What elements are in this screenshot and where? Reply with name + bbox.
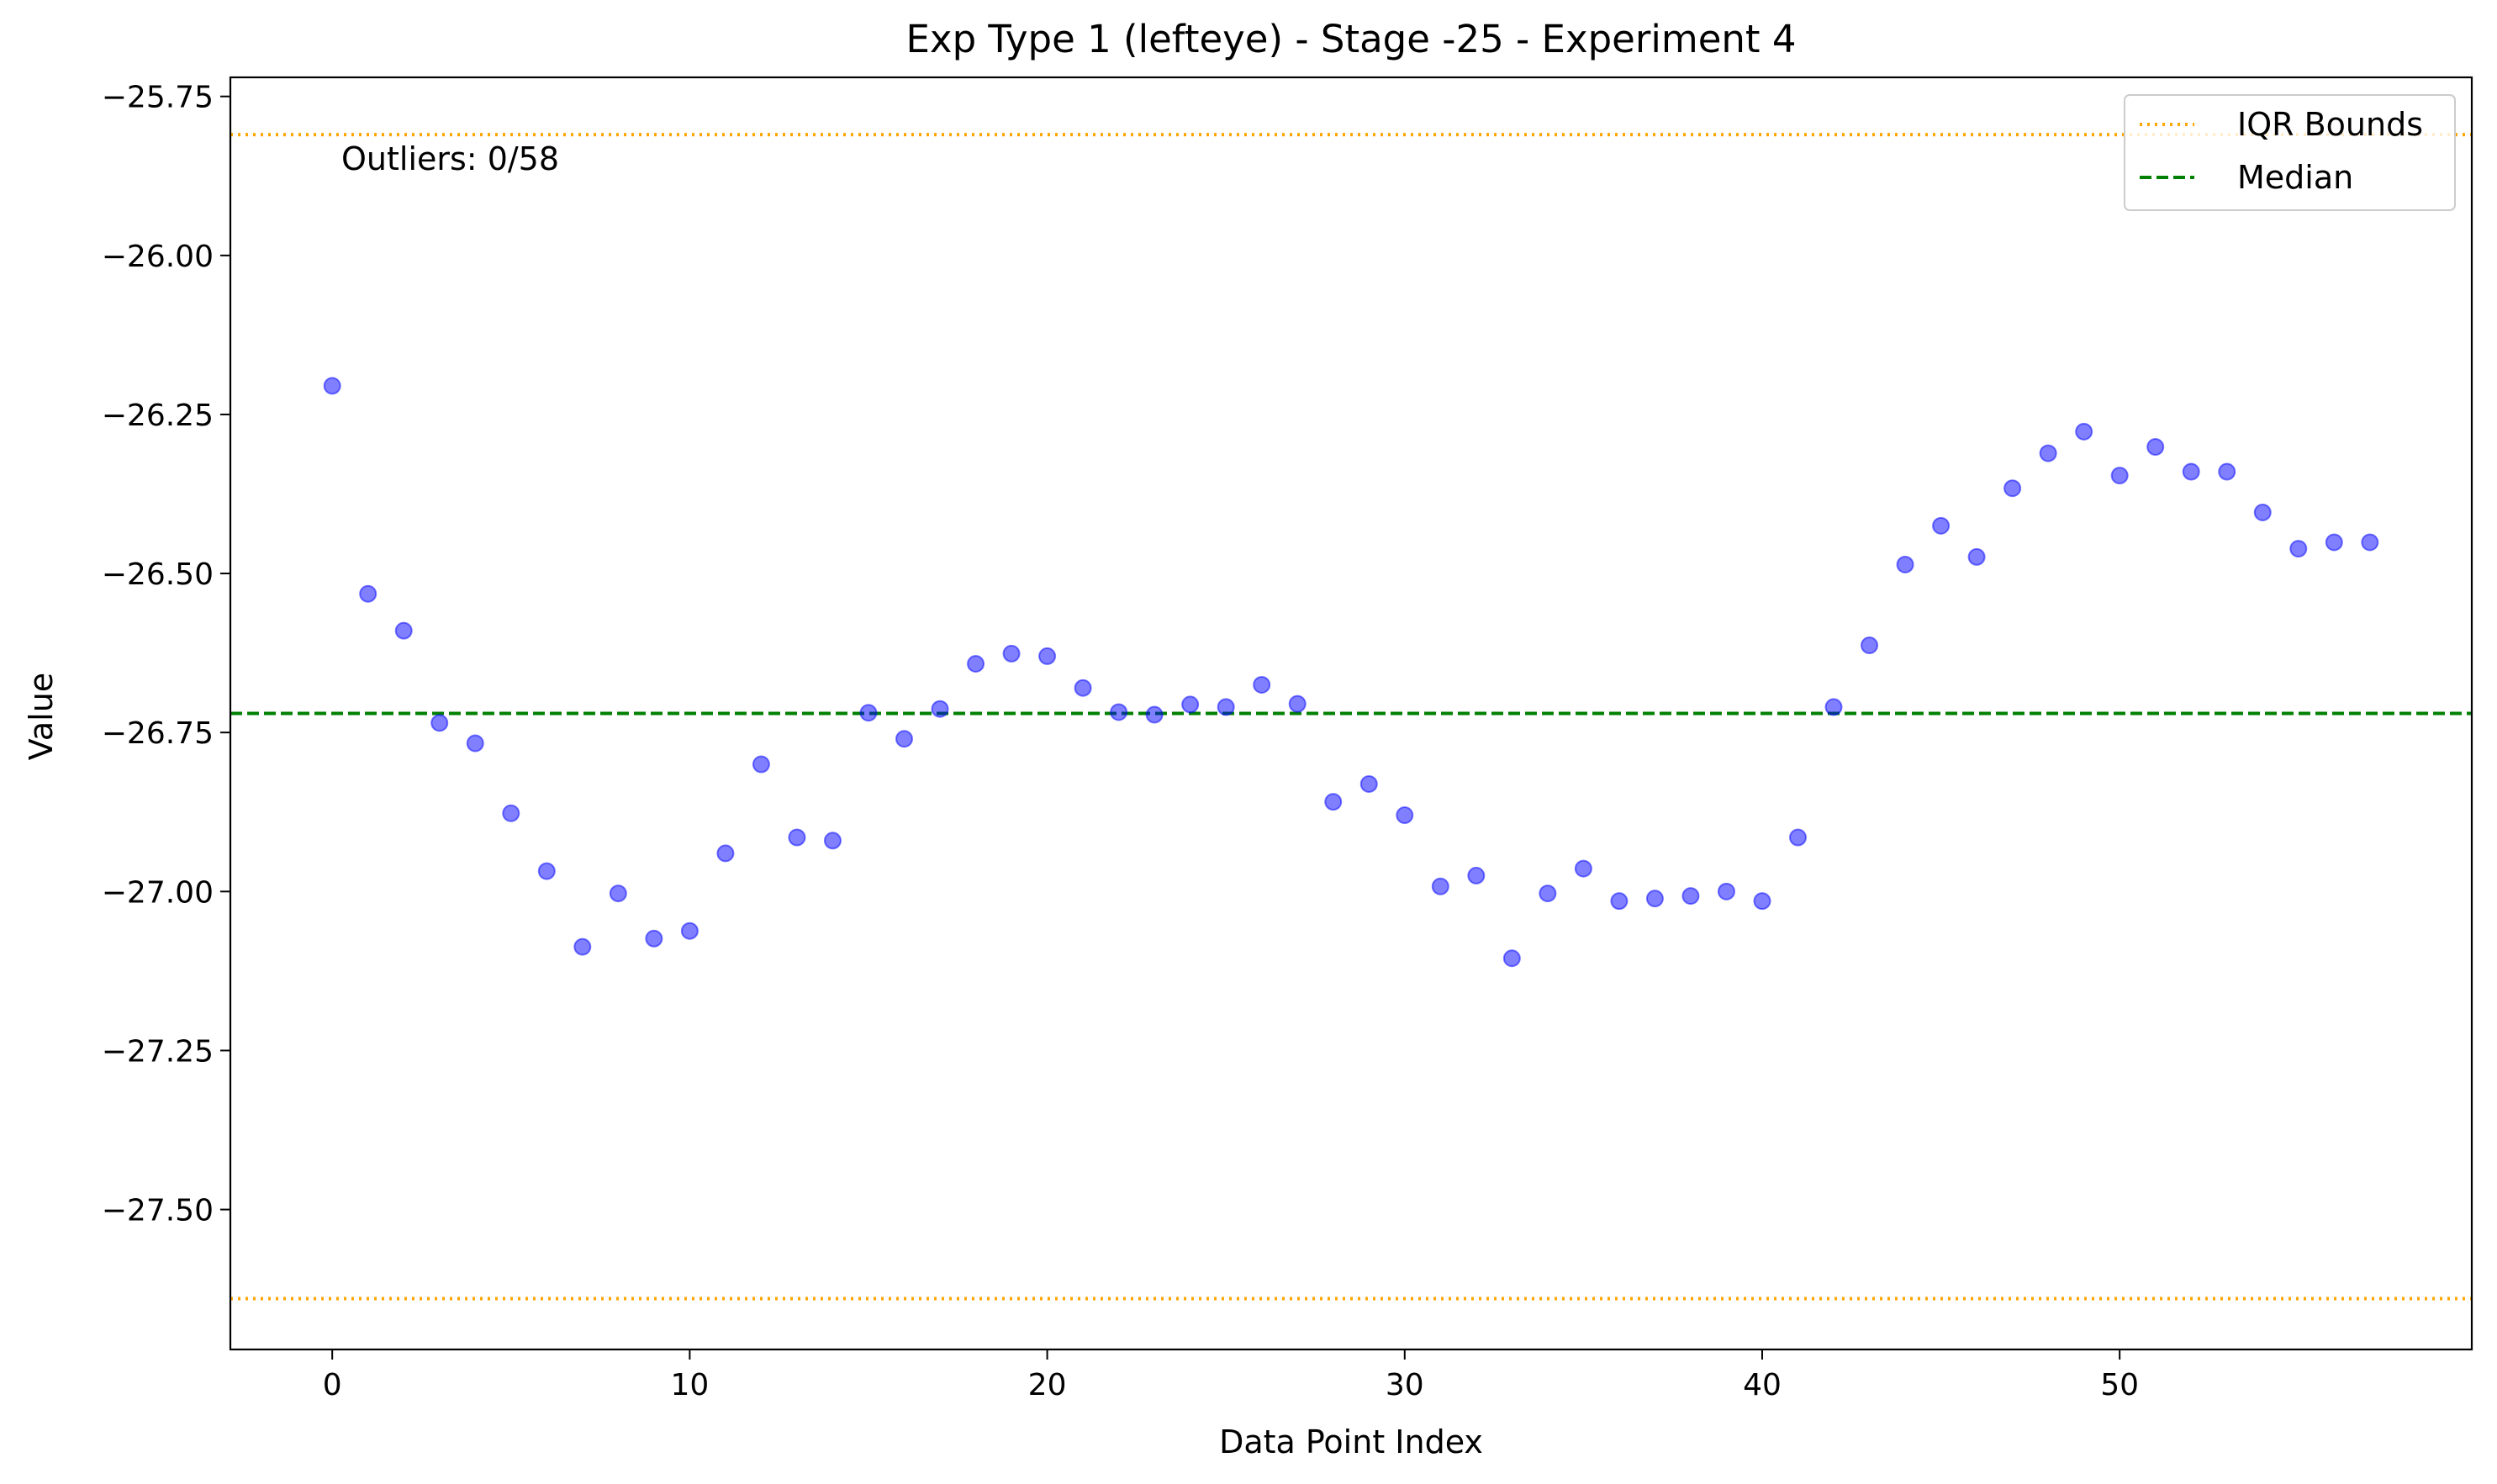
data-point bbox=[573, 937, 592, 956]
data-point bbox=[1574, 859, 1592, 878]
data-point bbox=[2289, 540, 2308, 558]
plot-frame bbox=[229, 76, 2473, 1351]
data-point bbox=[1861, 636, 1879, 655]
y-tick-label: −26.00 bbox=[102, 240, 214, 274]
data-point bbox=[1288, 694, 1307, 713]
data-point bbox=[2361, 533, 2379, 552]
data-point bbox=[1645, 890, 1664, 908]
reference-lines bbox=[230, 133, 2472, 1301]
data-point bbox=[1217, 698, 1235, 716]
x-tick-label: 30 bbox=[1386, 1368, 1424, 1402]
data-point bbox=[1788, 828, 1807, 847]
y-tick-label: −26.25 bbox=[102, 399, 214, 433]
data-point bbox=[1539, 885, 1557, 903]
data-point bbox=[645, 929, 663, 948]
data-point bbox=[895, 730, 914, 748]
y-tick-label: −26.50 bbox=[102, 557, 214, 592]
data-point bbox=[1717, 882, 1735, 900]
data-point bbox=[2110, 467, 2129, 485]
data-point bbox=[823, 832, 842, 850]
y-axis-ticks: −25.75 −26.00 −26.25 −26.50 −26.75 −27.00 −27.… bbox=[102, 81, 230, 1228]
data-point bbox=[466, 734, 484, 753]
data-points bbox=[323, 377, 2379, 968]
data-point bbox=[967, 654, 985, 673]
y-tick-label: −27.25 bbox=[102, 1034, 214, 1069]
y-axis-label: Value bbox=[23, 673, 60, 760]
data-point bbox=[2218, 462, 2236, 481]
data-point bbox=[1932, 516, 1951, 535]
data-point bbox=[1145, 705, 1164, 724]
data-point bbox=[1502, 949, 1521, 968]
chart-title: Exp Type 1 (lefteye) - Stage -25 - Exper… bbox=[906, 17, 1797, 61]
x-axis-label: Data Point Index bbox=[1219, 1423, 1483, 1460]
plot-area: 0 10 20 30 40 50 −25.75 −26.00 −26.25 −26.50 −26.… bbox=[102, 76, 2473, 1402]
legend-box bbox=[2124, 94, 2456, 211]
data-point bbox=[1431, 877, 1449, 895]
legend-iqr-label: IQR Bounds bbox=[2237, 106, 2423, 143]
x-axis-ticks: 0 10 20 30 40 50 bbox=[323, 1349, 2139, 1402]
x-tick-label: 40 bbox=[1743, 1368, 1782, 1402]
data-point bbox=[859, 704, 878, 722]
data-point bbox=[1467, 866, 1486, 885]
y-tick-label: −27.50 bbox=[102, 1194, 214, 1228]
data-point bbox=[1359, 774, 1378, 793]
data-point bbox=[2182, 462, 2200, 481]
data-point bbox=[1324, 793, 1343, 811]
data-point bbox=[716, 844, 735, 863]
data-point bbox=[1110, 703, 1128, 721]
data-point bbox=[1253, 675, 1271, 694]
x-tick-label: 20 bbox=[1028, 1368, 1067, 1402]
data-point bbox=[931, 700, 949, 718]
data-point bbox=[1074, 679, 1092, 697]
data-point bbox=[502, 804, 520, 822]
data-point bbox=[1824, 698, 1843, 716]
x-tick-label: 50 bbox=[2100, 1368, 2139, 1402]
y-tick-label: −26.75 bbox=[102, 716, 214, 751]
data-point bbox=[1038, 647, 1057, 665]
data-point bbox=[394, 621, 413, 640]
data-point bbox=[788, 828, 806, 847]
data-point bbox=[1896, 555, 1914, 573]
data-point bbox=[1002, 644, 1021, 663]
data-point bbox=[323, 377, 341, 395]
outliers-annotation: Outliers: 0/58 bbox=[341, 140, 559, 177]
legend: IQR Bounds Median bbox=[2124, 94, 2456, 211]
data-point bbox=[1610, 892, 1629, 911]
x-tick-label: 10 bbox=[670, 1368, 709, 1402]
data-point bbox=[2253, 503, 2272, 521]
data-point bbox=[2039, 444, 2057, 462]
data-point bbox=[1181, 695, 1200, 714]
data-point bbox=[2146, 438, 2165, 457]
data-point bbox=[359, 584, 377, 603]
data-point bbox=[2325, 533, 2343, 552]
data-point bbox=[752, 755, 770, 774]
data-point bbox=[1681, 887, 1700, 906]
data-point bbox=[2075, 422, 2093, 441]
legend-median-label: Median bbox=[2237, 159, 2353, 196]
data-point bbox=[680, 922, 699, 940]
data-point bbox=[1396, 806, 1414, 825]
data-point bbox=[1967, 547, 1986, 566]
y-tick-label: −25.75 bbox=[102, 81, 214, 115]
y-tick-label: −27.00 bbox=[102, 875, 214, 910]
data-point bbox=[430, 714, 449, 732]
data-point bbox=[1753, 892, 1771, 911]
x-tick-label: 0 bbox=[323, 1368, 342, 1402]
data-point bbox=[2003, 479, 2022, 498]
data-point bbox=[537, 862, 556, 880]
data-point bbox=[609, 885, 627, 903]
